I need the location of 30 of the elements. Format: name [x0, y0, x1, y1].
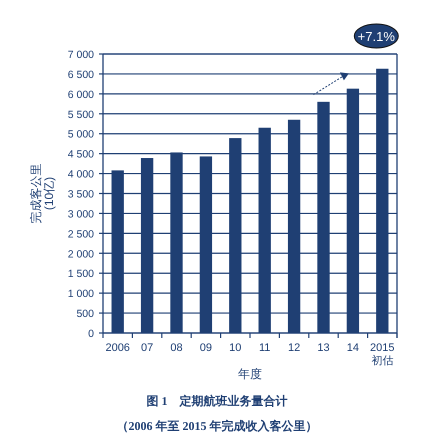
x-tick-label: 11 [258, 342, 270, 354]
y-tick-label: 6 000 [68, 88, 94, 101]
y-tick-label: 5 500 [68, 108, 94, 121]
y-tick-label: 3 000 [68, 208, 94, 220]
y-tick-label: 1 000 [68, 288, 94, 300]
text: （2006 年至 2015 年完成收入客公里） [116, 419, 318, 433]
y-tick-label: 4 000 [68, 168, 94, 181]
x-tick-label: 2006 [105, 342, 130, 354]
text: +7.1% [358, 29, 396, 44]
x-tick-label: 12 [288, 342, 300, 354]
y-tick-label: 1 500 [68, 268, 94, 280]
y-tick-label: 7 000 [68, 49, 94, 61]
y-tick-label: 3 500 [68, 188, 94, 200]
x-tick-label: 14 [346, 342, 360, 354]
x-tick-label: 10 [229, 342, 242, 354]
x-tick-label: 2015 初估 [370, 342, 395, 367]
x-tick-label: 13 [317, 342, 330, 354]
y-tick-label: 0 [88, 328, 94, 340]
x-axis-title: 年度 [238, 367, 262, 381]
y-tick-label: 500 [76, 308, 94, 320]
y-tick-label: 4 500 [68, 148, 94, 161]
y-tick-label: 2 500 [68, 228, 94, 240]
y-axis-title: 完成客公里 (10亿) [29, 164, 56, 224]
y-tick-label: 6 500 [68, 68, 94, 81]
text: 图 1 定期航班业务量合计 [146, 394, 288, 408]
x-tick-label: 08 [170, 342, 183, 354]
x-tick-label: 09 [200, 342, 212, 354]
x-tick-label: 07 [140, 342, 154, 354]
y-tick-label: 2 000 [68, 248, 94, 260]
y-tick-label: 5 000 [68, 128, 94, 141]
